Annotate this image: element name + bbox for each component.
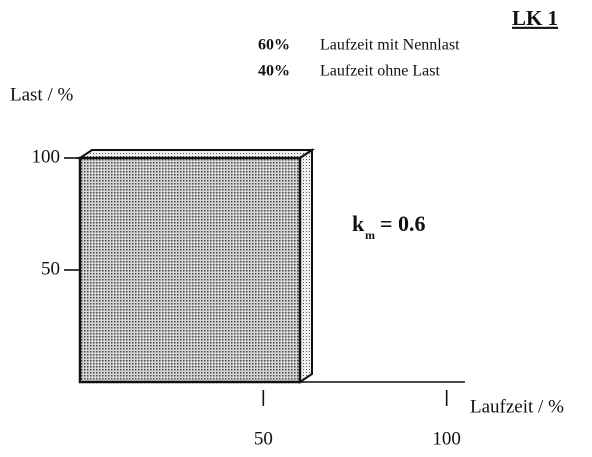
legend-value: 60% bbox=[258, 37, 290, 54]
y-axis-label: Last / % bbox=[10, 84, 73, 105]
annotation-symbol: k bbox=[352, 211, 365, 236]
chart-title: LK 1 bbox=[512, 6, 558, 30]
y-tick-label: 50 bbox=[41, 258, 60, 279]
y-tick-label: 100 bbox=[32, 146, 61, 167]
x-axis-label: Laufzeit / % bbox=[470, 396, 564, 417]
legend-text: Laufzeit mit Nennlast bbox=[320, 37, 460, 54]
bar bbox=[78, 156, 302, 384]
legend-text: Laufzeit ohne Last bbox=[320, 63, 441, 80]
annotation-text: = 0.6 bbox=[380, 211, 426, 236]
x-tick-label: 100 bbox=[432, 428, 461, 449]
annotation: k m = 0.6 bbox=[352, 211, 426, 242]
legend-value: 40% bbox=[258, 63, 290, 80]
bar-side bbox=[299, 148, 313, 384]
annotation-subscript: m bbox=[365, 228, 375, 242]
x-tick-label: 50 bbox=[254, 428, 273, 449]
